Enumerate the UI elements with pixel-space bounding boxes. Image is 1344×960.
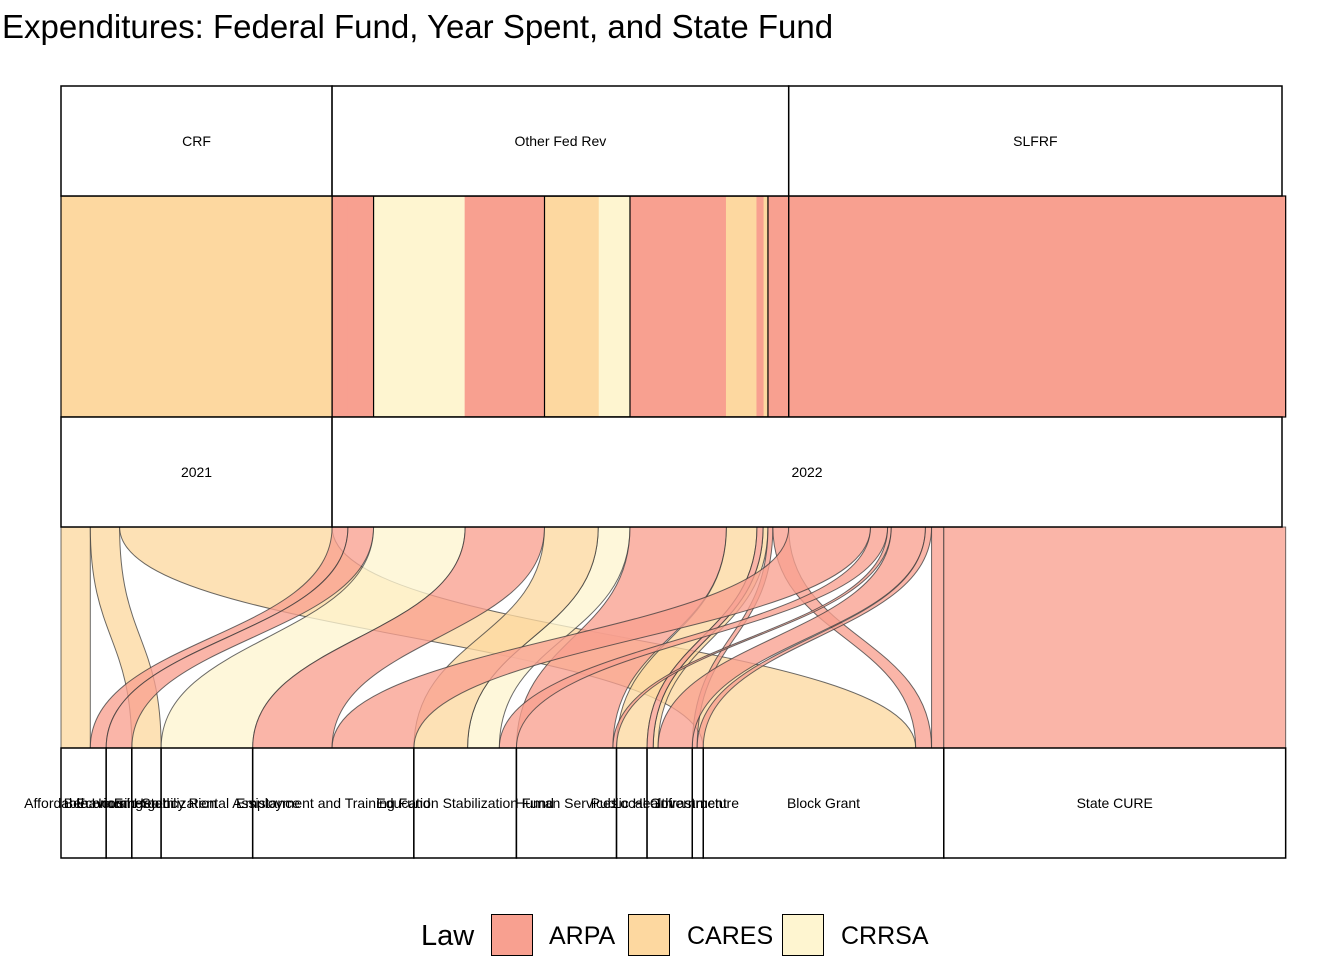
flow-lower-2021-affordable-housing-cares: [60, 526, 91, 749]
flow-upper-other-fed-rev-emergency-rental-assistance-crrsa: [373, 195, 466, 418]
legend-key-arpa: [491, 914, 533, 956]
flow-upper-slfrf-state-cure-arpa: [943, 195, 1287, 418]
stratum-label-infrastructure: Infrastructure: [657, 795, 740, 811]
stratum-label-emergency-rental-assistance: Emergency Rental Assistance: [114, 795, 300, 811]
lodes-top-group: [60, 195, 1287, 418]
stratum-label-human-services: Human Services: [515, 795, 618, 811]
flow-upper-other-fed-rev-local-government-arpa: [756, 195, 764, 418]
flow-lower-2022-block-grant-arpa: [931, 526, 945, 749]
flow-upper-other-fed-rev-human-services-arpa: [629, 195, 727, 418]
flow-upper-other-fed-rev-education-stabilization-fund-crrsa: [597, 195, 631, 418]
alluvial-chart: CRF Other Fed Rev SLFRF 2021 2022 Affordable …: [24, 85, 1287, 859]
legend: Law ARPA CARES CRRSA: [0, 912, 1344, 960]
chart-title: Expenditures: Federal Fund, Year Spent, …: [2, 8, 834, 45]
stratum-affordable-housing: [60, 747, 107, 859]
flow-upper-other-fed-rev-infrastructure-arpa: [767, 195, 774, 418]
legend-label-arpa: ARPA: [549, 922, 616, 950]
flow-upper-slfrf-human-services-arpa: [887, 195, 892, 418]
stratum-label-crf: CRF: [182, 133, 211, 149]
stratum-label-affordable-housing: Affordable Housing: [24, 795, 143, 811]
flow-upper-crf-affordable-housing-cares: [60, 195, 91, 418]
flow-upper-slfrf-employment-and-training-fund-arpa: [788, 195, 872, 418]
stratum-label-block-grant: Block Grant: [787, 795, 860, 811]
flow-lower-2022-state-cure-arpa: [943, 526, 1287, 749]
stratum-human-services: [515, 747, 618, 859]
stratum-label-behavioral-health: Behavioral Health: [64, 795, 175, 811]
stratum-label-public-health: Public Health: [591, 795, 674, 811]
stratum-label-education-stabilization-fund: Education Stabilization Fund: [376, 795, 553, 811]
stratum-label-local-government: Local Government: [612, 795, 727, 811]
flow-upper-slfrf-block-grant-arpa: [931, 195, 945, 418]
stratum-local-government: [646, 747, 694, 859]
legend-label-crrsa: CRRSA: [841, 922, 929, 950]
flow-upper-slfrf-local-government-arpa: [890, 195, 926, 418]
stratum-public-health: [615, 747, 648, 859]
lodes-bottom-group: [60, 526, 1287, 749]
legend-title: Law: [421, 920, 475, 952]
stratum-emergency-rental-assistance: [160, 747, 254, 859]
legend-label-cares: CARES: [687, 922, 774, 950]
flow-upper-slfrf-education-stabilization-fund-arpa: [870, 195, 889, 418]
stratum-education-stabilization-fund: [413, 747, 518, 859]
stratum-label-slfrf: SLFRF: [1013, 133, 1057, 149]
stratum-other-fed-rev: [331, 85, 790, 197]
stratum-2021: [60, 416, 333, 528]
stratum-label-employment-and-training-fund: Employment and Training Fund: [236, 795, 431, 811]
stratum-label-state-cure: State CURE: [1077, 795, 1153, 811]
stratum-label-other-fed-rev: Other Fed Rev: [514, 133, 606, 149]
stratum-label-2021: 2021: [181, 464, 212, 480]
stratum-block-grant: [702, 747, 945, 859]
stratum-slfrf: [787, 85, 1283, 197]
flow-upper-crf-economic-stabilization-cares: [89, 195, 121, 418]
stratum-label-economic-stabilization: Economic Stabilization: [76, 795, 217, 811]
flow-upper-other-fed-rev-behavioral-health-arpa: [347, 195, 375, 418]
stratum-economic-stabilization: [131, 747, 162, 859]
stratum-state-cure: [943, 747, 1287, 859]
stratum-crf: [60, 85, 333, 197]
flow-upper-slfrf-infrastructure-arpa: [924, 195, 933, 418]
flow-upper-other-fed-rev-employment-and-training-fund-arpa: [464, 195, 546, 418]
flow-upper-other-fed-rev-block-grant-arpa: [772, 195, 790, 418]
stratum-label-2022: 2022: [791, 464, 822, 480]
stratum-behavioral-health: [105, 747, 133, 859]
stratum-2022: [331, 416, 1283, 528]
flow-upper-other-fed-rev-affordable-housing-arpa: [331, 195, 349, 418]
strata-group: CRF Other Fed Rev SLFRF 2021 2022 Affordable …: [24, 85, 1287, 859]
flow-upper-other-fed-rev-public-health-cares: [725, 195, 758, 418]
stratum-employment-and-training-fund: [251, 747, 415, 859]
flow-upper-other-fed-rev-education-stabilization-fund-cares: [544, 195, 599, 418]
flow-upper-crf-block-grant-cares: [119, 195, 333, 418]
legend-key-cares: [628, 914, 670, 956]
legend-key-crrsa: [782, 914, 824, 956]
flow-upper-other-fed-rev-local-government-cares: [762, 195, 769, 418]
